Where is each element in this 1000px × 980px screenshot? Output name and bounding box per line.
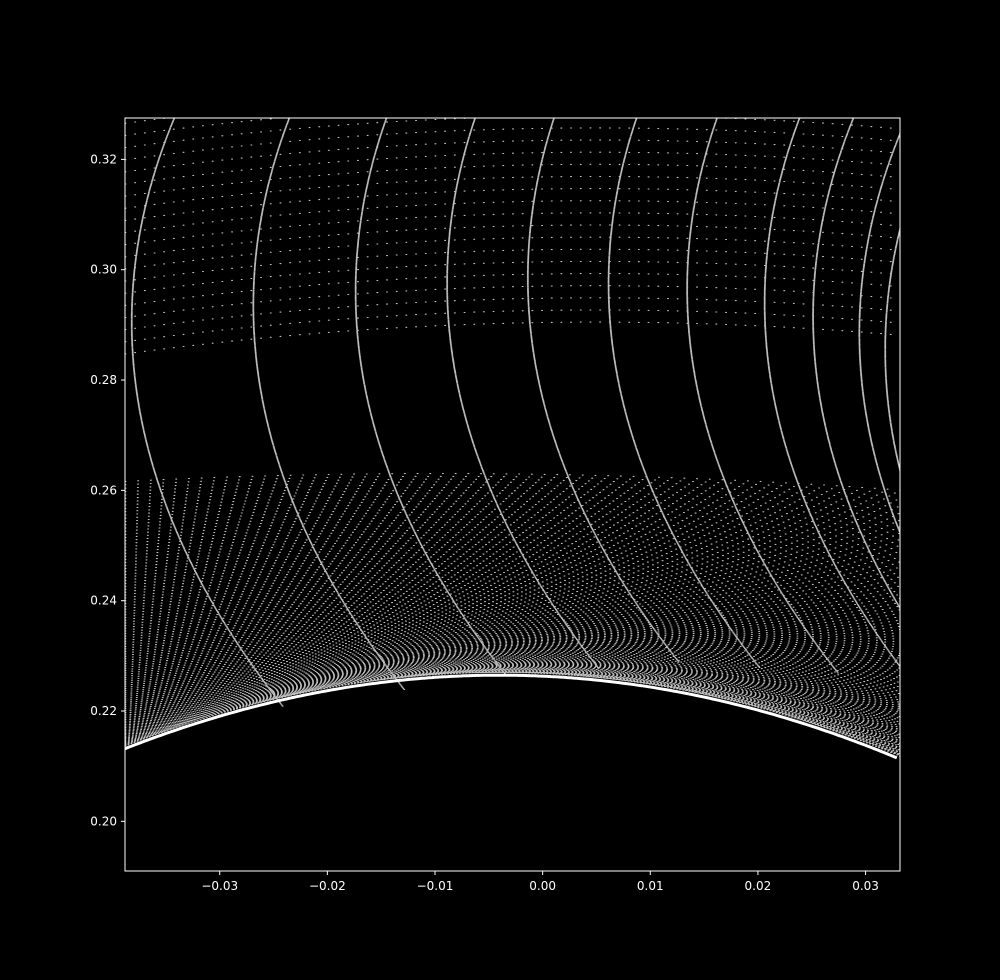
x-axis: −0.03 −0.02 −0.01 0.00 0.01 0.02 0.03: [201, 871, 879, 893]
x-tick-label: 0.00: [529, 879, 556, 893]
y-tick-label: 0.28: [90, 373, 117, 387]
plot-frame: [124, 117, 901, 872]
x-tick-label: 0.02: [745, 879, 772, 893]
y-tick-label: 0.24: [90, 594, 117, 608]
y-tick-label: 0.32: [90, 152, 117, 166]
y-axis: 0.20 0.22 0.24 0.26 0.28 0.30 0.32: [90, 152, 125, 828]
x-tick-label: 0.01: [637, 879, 664, 893]
y-tick-label: 0.26: [90, 483, 117, 497]
y-tick-label: 0.30: [90, 263, 117, 277]
x-tick-label: 0.03: [852, 879, 879, 893]
y-tick-label: 0.20: [90, 814, 117, 828]
x-tick-label: −0.01: [417, 879, 454, 893]
x-tick-label: −0.03: [201, 879, 238, 893]
boundary-curve: [125, 673, 898, 760]
x-tick-label: −0.02: [309, 879, 346, 893]
y-tick-label: 0.22: [90, 704, 117, 718]
